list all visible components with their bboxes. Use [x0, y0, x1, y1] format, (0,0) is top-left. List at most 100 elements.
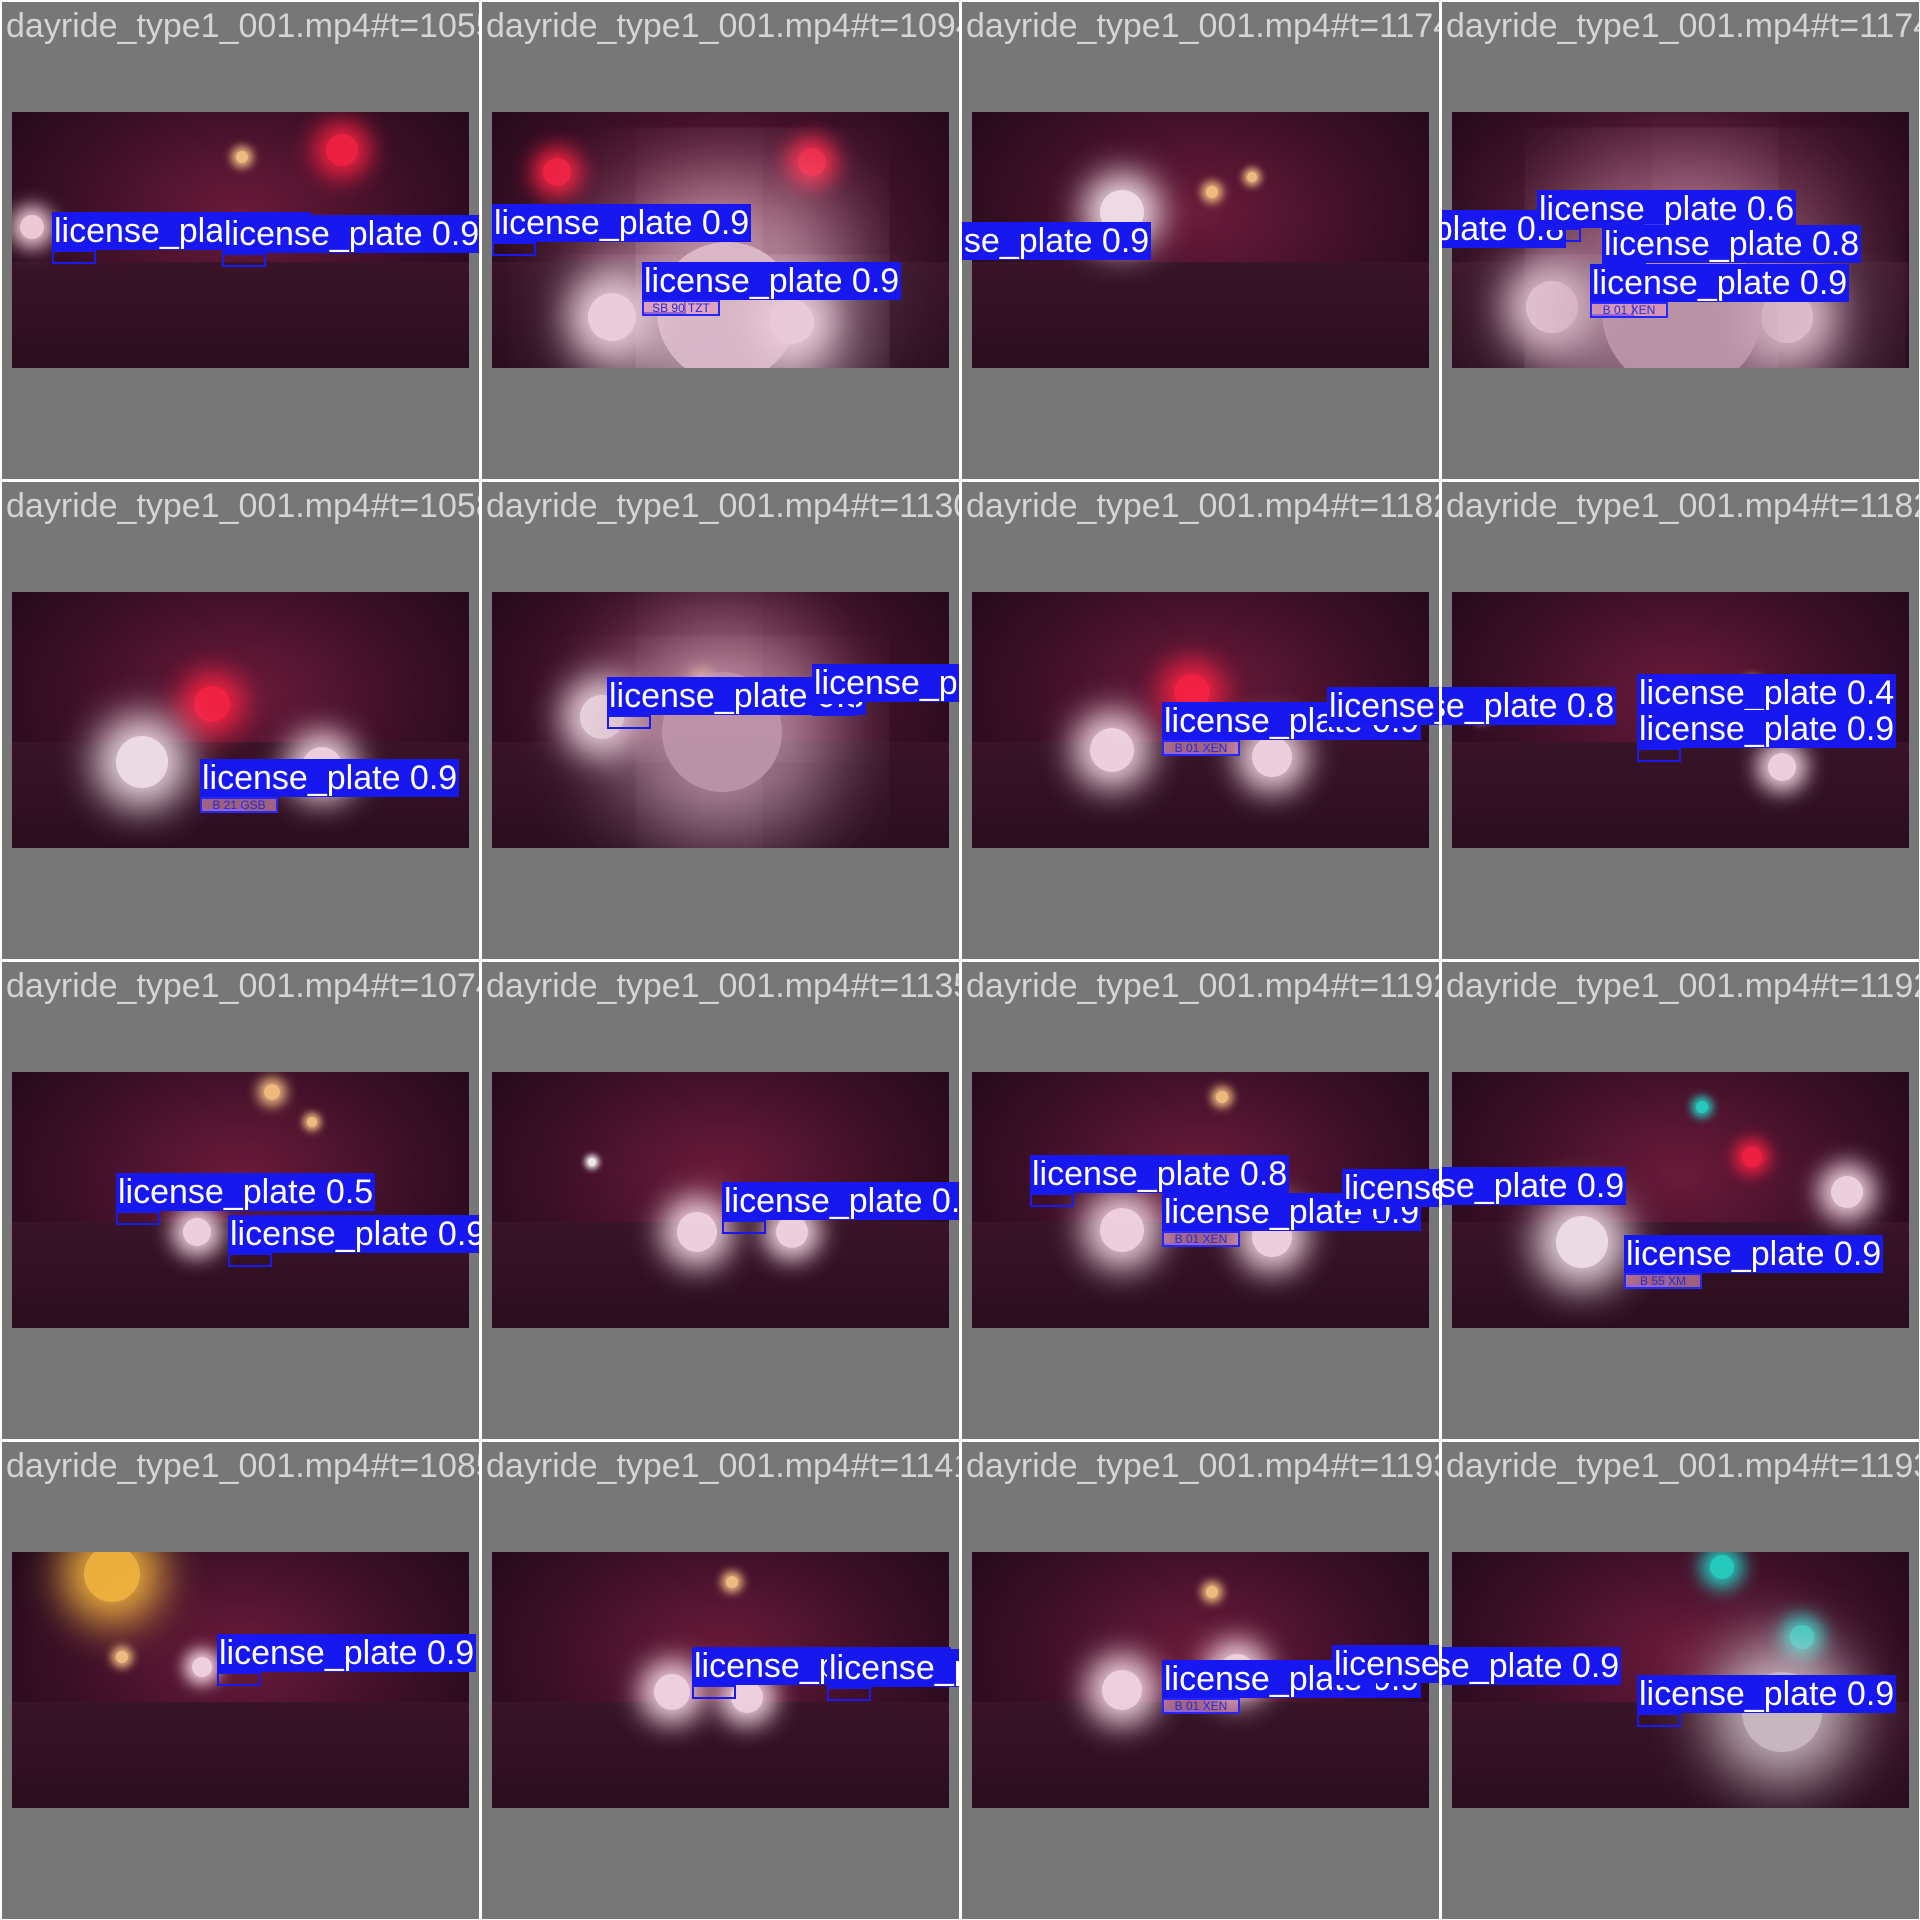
detection-box — [1342, 1207, 1386, 1221]
tile-filename: dayride_type1_001.mp4#t=1193.jpg — [966, 1447, 1439, 1485]
detection-label: license_plate 0.9 — [222, 215, 479, 253]
mosaic-tile: dayride_type1_001.mp4#t=1192.jpg license_… — [1442, 962, 1919, 1439]
detection-box — [607, 715, 651, 729]
license-plate: B 01 XEN — [1162, 1698, 1240, 1714]
detection-box — [1637, 1713, 1681, 1727]
light-glow — [183, 1218, 211, 1246]
mosaic-tile: dayride_type1_001.mp4#t=1192.jpg license_… — [962, 962, 1439, 1439]
light-glow — [1526, 281, 1578, 333]
light-glow — [1206, 186, 1218, 198]
light-glow — [116, 736, 168, 788]
detection-label: license_plate 0.9 — [1590, 264, 1850, 302]
mosaic-tile: dayride_type1_001.mp4#t=1055.jpg license_… — [2, 2, 479, 479]
detection-label: license_plate 0.9 — [492, 204, 752, 242]
video-frame-image — [492, 592, 949, 848]
road-surface — [12, 1702, 469, 1808]
tile-filename: dayride_type1_001.mp4#t=1174.jpg — [1446, 7, 1919, 45]
tile-filename: dayride_type1_001.mp4#t=1193.jpg — [1446, 1447, 1919, 1485]
mosaic-tile: dayride_type1_001.mp4#t=1135.jpg license_… — [482, 962, 959, 1439]
light-glow — [116, 1651, 128, 1663]
light-glow — [1247, 172, 1257, 182]
light-glow — [192, 1657, 212, 1677]
detection-label: license_plate 0.9 — [642, 262, 902, 300]
detection-label: license_plate 0.9 — [1637, 1675, 1897, 1713]
detection-box — [1537, 228, 1581, 242]
road-surface — [972, 742, 1429, 848]
light-glow — [1790, 1625, 1814, 1649]
detection-label: license_plate 0.8 — [812, 664, 959, 702]
detection-label: license_plate 0.9 — [722, 1182, 959, 1220]
light-glow — [726, 1576, 738, 1588]
tile-filename: dayride_type1_001.mp4#t=1135.jpg — [486, 967, 959, 1005]
detection-box — [217, 1672, 261, 1686]
light-glow — [84, 1552, 140, 1602]
detection-box — [1030, 1193, 1074, 1207]
road-surface — [12, 262, 469, 368]
detection-box — [827, 1687, 871, 1701]
tile-filename: dayride_type1_001.mp4#t=1182.jpg — [966, 487, 1439, 525]
detection-label: license_plate 0.9 — [1342, 1169, 1439, 1207]
tile-filename: dayride_type1_001.mp4#t=1182.jpg — [1446, 487, 1919, 525]
detection-box — [492, 242, 536, 256]
road-surface — [972, 1702, 1429, 1808]
light-glow — [588, 1158, 596, 1166]
light-glow — [20, 215, 44, 239]
detection-label: license_plate 0.9 — [1637, 710, 1897, 748]
detection-label: license_plate 0.9 — [228, 1215, 479, 1253]
light-glow — [1102, 1670, 1142, 1710]
detection-box — [1327, 725, 1371, 739]
detection-label: license_plate 0.6 — [1537, 190, 1797, 228]
mosaic-tile: dayride_type1_001.mp4#t=1094.jpg license_… — [482, 2, 959, 479]
mosaic-tile: dayride_type1_001.mp4#t=1193.jpg license_… — [1442, 1442, 1919, 1919]
light-glow — [588, 293, 636, 341]
tile-filename: dayride_type1_001.mp4#t=1141.jpg — [486, 1447, 959, 1485]
tile-filename: dayride_type1_001.mp4#t=1055.jpg — [6, 7, 479, 45]
detection-box — [1332, 1683, 1376, 1697]
tile-filename: dayride_type1_001.mp4#t=1058.jpg — [6, 487, 479, 525]
license-plate: B 01 XEN — [1162, 740, 1240, 756]
mosaic-tile: dayride_type1_001.mp4#t=1182.jpg license_… — [1442, 482, 1919, 959]
mosaic-tile: dayride_type1_001.mp4#t=1174.jpg license_… — [962, 2, 1439, 479]
light-glow — [326, 134, 358, 166]
light-glow — [1696, 1101, 1708, 1113]
license-plate: B 21 GSB — [200, 797, 278, 813]
light-glow — [1710, 1555, 1734, 1579]
detection-box — [722, 1220, 766, 1234]
mosaic-tile: dayride_type1_001.mp4#t=1074.jpg license_… — [2, 962, 479, 1439]
license-plate: SB 90 TZT — [642, 300, 720, 316]
detection-label: license_plate 0.8 — [1602, 225, 1862, 263]
detection-label: license_plate 0.4 — [1637, 674, 1897, 712]
road-surface — [972, 262, 1429, 368]
tile-filename: dayride_type1_001.mp4#t=1130.jpg — [486, 487, 959, 525]
light-glow — [1090, 728, 1134, 772]
detection-label: license_plate 0.5 — [116, 1173, 376, 1211]
detection-label: license_plate 0.8 — [1030, 1155, 1290, 1193]
license-plate: B 01 XEN — [1162, 1231, 1240, 1247]
light-glow — [307, 1117, 317, 1127]
detection-label: license_plate 0.9 — [827, 1649, 959, 1687]
road-surface — [492, 1222, 949, 1328]
mosaic-tile: dayride_type1_001.mp4#t=1141.jpg license_… — [482, 1442, 959, 1919]
light-glow — [264, 1084, 280, 1100]
tile-filename: dayride_type1_001.mp4#t=1094.jpg — [486, 7, 959, 45]
mosaic-tile: dayride_type1_001.mp4#t=1193.jpg B 01 XEN… — [962, 1442, 1439, 1919]
light-glow — [798, 148, 826, 176]
light-glow — [1100, 1208, 1144, 1252]
detection-box — [692, 1685, 736, 1699]
light-glow — [543, 158, 571, 186]
detection-label: license_plate 0.9 — [217, 1634, 477, 1672]
light-glow — [1252, 737, 1292, 777]
detection-box — [1637, 748, 1681, 762]
mosaic-tile: dayride_type1_001.mp4#t=1058.jpg B 21 GSB… — [2, 482, 479, 959]
tile-filename: dayride_type1_001.mp4#t=1174.jpg — [966, 7, 1439, 45]
video-frame-image — [12, 1552, 469, 1808]
tile-filename: dayride_type1_001.mp4#t=1192.jpg — [966, 967, 1439, 1005]
detection-box — [222, 253, 266, 267]
light-glow — [654, 1674, 690, 1710]
detection-label: license_plate 0.8 — [1327, 687, 1439, 725]
tile-filename: dayride_type1_001.mp4#t=1192.jpg — [1446, 967, 1919, 1005]
light-glow — [731, 1681, 763, 1713]
video-frame-image — [492, 1072, 949, 1328]
license-plate: B 55 XM — [1624, 1273, 1702, 1289]
